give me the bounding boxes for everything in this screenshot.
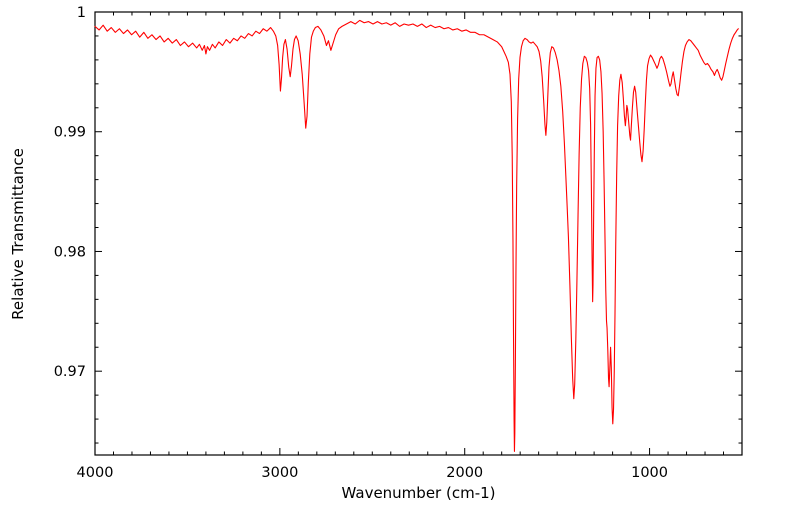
x-tick-label: 1000	[631, 465, 668, 481]
y-tick-label: 0.99	[54, 125, 86, 141]
y-axis-label-wrap: Relative Transmittance	[6, 0, 30, 467]
x-axis-label: Wavenumber (cm-1)	[341, 484, 496, 502]
spectrum-line	[94, 19, 739, 452]
y-axis-label: Relative Transmittance	[9, 147, 27, 320]
plot-border	[94, 11, 743, 456]
y-tick-label: 0.98	[54, 244, 86, 260]
x-tick-label: 4000	[77, 465, 114, 481]
y-tick-label: 0.97	[54, 364, 86, 380]
y-tick-label: 1	[77, 5, 86, 21]
x-tick-label: 2000	[446, 465, 483, 481]
x-tick-label: 3000	[261, 465, 298, 481]
